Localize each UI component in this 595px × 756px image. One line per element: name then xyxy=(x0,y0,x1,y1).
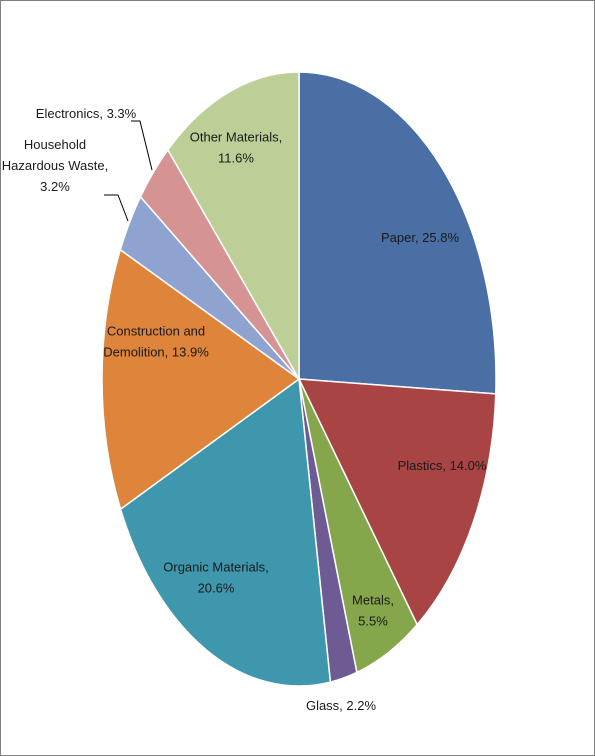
pie-slice-paper xyxy=(298,71,497,395)
pie-slice-construction-and-demolition xyxy=(101,248,300,510)
data-label-paper: Paper, 25.8% xyxy=(381,230,459,245)
pie-slice-plastics xyxy=(298,378,497,626)
data-label-organic-materials: Organic Materials, 20.6% xyxy=(163,560,268,596)
leader-lines-layer xyxy=(104,120,153,222)
slices-layer xyxy=(101,71,497,687)
data-label-plastics: Plastics, 14.0% xyxy=(398,458,487,473)
pie-slice-other-materials xyxy=(167,71,300,380)
data-label-household-hazardous-waste: Household Hazardous Waste, 3.2% xyxy=(2,137,108,194)
leader-line-household-hazardous-waste xyxy=(104,194,129,222)
pie-slice-organic-materials xyxy=(119,378,332,687)
data-label-glass: Glass, 2.2% xyxy=(306,698,377,713)
leader-line-electronics xyxy=(131,120,153,171)
data-label-other-materials: Other Materials, 11.6% xyxy=(190,130,282,166)
data-label-electronics: Electronics, 3.3% xyxy=(36,106,137,121)
data-label-metals: Metals, 5.5% xyxy=(352,593,394,629)
data-label-construction-and-demolition: Construction and Demolition, 13.9% xyxy=(103,324,209,360)
data-labels-layer: Paper, 25.8% Plastics, 14.0% Metals, 5.5% Gl… xyxy=(2,106,487,713)
